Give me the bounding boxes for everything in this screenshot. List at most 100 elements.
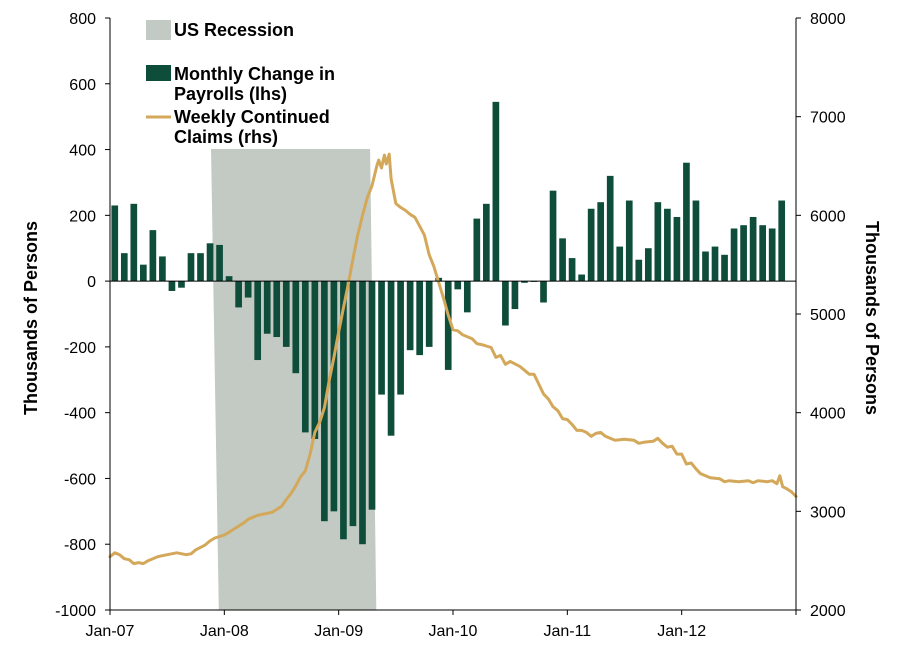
right-tick-label: 5000: [810, 307, 846, 324]
payroll-bar: [568, 258, 576, 282]
legend: US Recession Monthly Change in Payrolls (l…: [140, 15, 372, 149]
x-tick-label: Jan-10: [429, 623, 478, 640]
right-tick-label: 3000: [810, 504, 846, 521]
payroll-bar: [425, 281, 433, 347]
payroll-bar: [454, 281, 462, 290]
legend-line: Claims (rhs): [174, 127, 278, 147]
payroll-bar: [225, 276, 233, 282]
payroll-bar: [578, 274, 585, 282]
right-tick-label: 7000: [810, 110, 846, 127]
payroll-bar: [664, 208, 671, 282]
payroll-bar: [625, 200, 633, 282]
payroll-bar: [673, 216, 681, 282]
payroll-bar: [311, 281, 319, 439]
payroll-bar: [397, 281, 404, 395]
claims-line: [108, 152, 798, 566]
payroll-bar: [759, 225, 766, 282]
payroll-bar: [540, 281, 547, 303]
legend-label-claims: Weekly Continued Claims (rhs): [174, 107, 330, 147]
payroll-bar: [702, 251, 709, 282]
payroll-bar: [282, 281, 290, 347]
right-tick-label: 6000: [810, 208, 846, 225]
payroll-bar: [597, 202, 605, 282]
payroll-bar: [120, 253, 128, 282]
legend-swatch-payrolls: [146, 65, 171, 81]
right-tick-label: 2000: [810, 603, 846, 620]
left-tick-label: -1000: [55, 603, 96, 620]
payroll-bar: [483, 203, 490, 282]
right-tick-label: 8000: [810, 11, 846, 28]
left-tick-label: 400: [69, 143, 96, 160]
payroll-bar: [778, 200, 786, 282]
right-tick-label: 4000: [810, 406, 846, 423]
left-axis-title: Thousands of Persons: [21, 221, 41, 415]
payroll-bar: [292, 281, 300, 374]
payroll-bar: [368, 281, 376, 510]
legend-label-payrolls: Monthly Change in Payrolls (lhs): [174, 64, 335, 104]
payroll-bar: [244, 281, 252, 298]
payroll-bar: [187, 253, 195, 282]
payroll-bar: [178, 281, 185, 288]
left-tick-label: 0: [87, 274, 96, 291]
payroll-bar: [416, 281, 423, 356]
payroll-bar: [273, 281, 281, 338]
left-tick-label: 600: [69, 77, 96, 94]
legend-label-recession: US Recession: [174, 20, 294, 40]
payroll-bar: [406, 281, 414, 351]
payroll-bar: [359, 281, 366, 545]
x-tick-label: Jan-12: [657, 623, 706, 640]
payroll-bar: [492, 101, 500, 282]
payroll-bar: [168, 281, 176, 291]
bars-layer: [111, 101, 786, 545]
payroll-bar: [587, 208, 595, 282]
payroll-bar: [254, 281, 262, 361]
payroll-bar: [159, 256, 166, 282]
payroll-bar: [711, 246, 719, 282]
x-tick-label: Jan-07: [86, 623, 135, 640]
payroll-bar: [263, 281, 271, 334]
payroll-bar: [378, 281, 385, 395]
payroll-bar: [692, 200, 700, 282]
payroll-bar: [635, 259, 643, 282]
payroll-bar: [463, 281, 471, 313]
axes-layer: 8006004002000-200-400-600-800-1000800070…: [21, 11, 882, 640]
legend-swatch-recession: [146, 20, 171, 40]
payroll-bar: [644, 248, 652, 282]
payroll-bar: [349, 281, 357, 527]
x-tick-label: Jan-09: [314, 623, 363, 640]
payroll-bar: [330, 281, 338, 512]
payroll-bar: [387, 281, 395, 436]
left-tick-label: 200: [69, 208, 96, 225]
payroll-bar: [216, 244, 223, 282]
left-tick-label: -400: [64, 406, 96, 423]
left-tick-label: 800: [69, 11, 96, 28]
payroll-bar: [768, 228, 776, 282]
payroll-bar: [206, 243, 214, 282]
x-tick-label: Jan-08: [200, 623, 249, 640]
payroll-bar: [721, 254, 728, 282]
legend-line: Payrolls (lhs): [174, 84, 287, 104]
payroll-bar: [149, 230, 157, 282]
right-axis-title: Thousands of Persons: [862, 221, 882, 415]
legend-line: Monthly Change in: [174, 64, 335, 84]
payroll-bar: [130, 203, 138, 282]
payroll-bar: [521, 281, 528, 283]
left-tick-label: -800: [64, 537, 96, 554]
payroll-bar: [340, 281, 347, 540]
payroll-bar: [606, 175, 614, 282]
x-tick-label: Jan-11: [543, 623, 591, 640]
legend-box: [140, 15, 372, 149]
left-tick-label: -600: [64, 471, 96, 488]
line-layer: [108, 152, 798, 566]
payroll-bar: [616, 246, 624, 282]
left-tick-label: -200: [64, 340, 96, 357]
payroll-bar: [444, 281, 452, 370]
payroll-bar: [730, 228, 738, 282]
payroll-bar: [549, 190, 557, 282]
payroll-bar: [502, 281, 509, 326]
payroll-bar: [111, 205, 119, 282]
payroll-bar: [654, 202, 662, 282]
payroll-bar: [559, 238, 566, 282]
payroll-bar: [140, 264, 147, 282]
